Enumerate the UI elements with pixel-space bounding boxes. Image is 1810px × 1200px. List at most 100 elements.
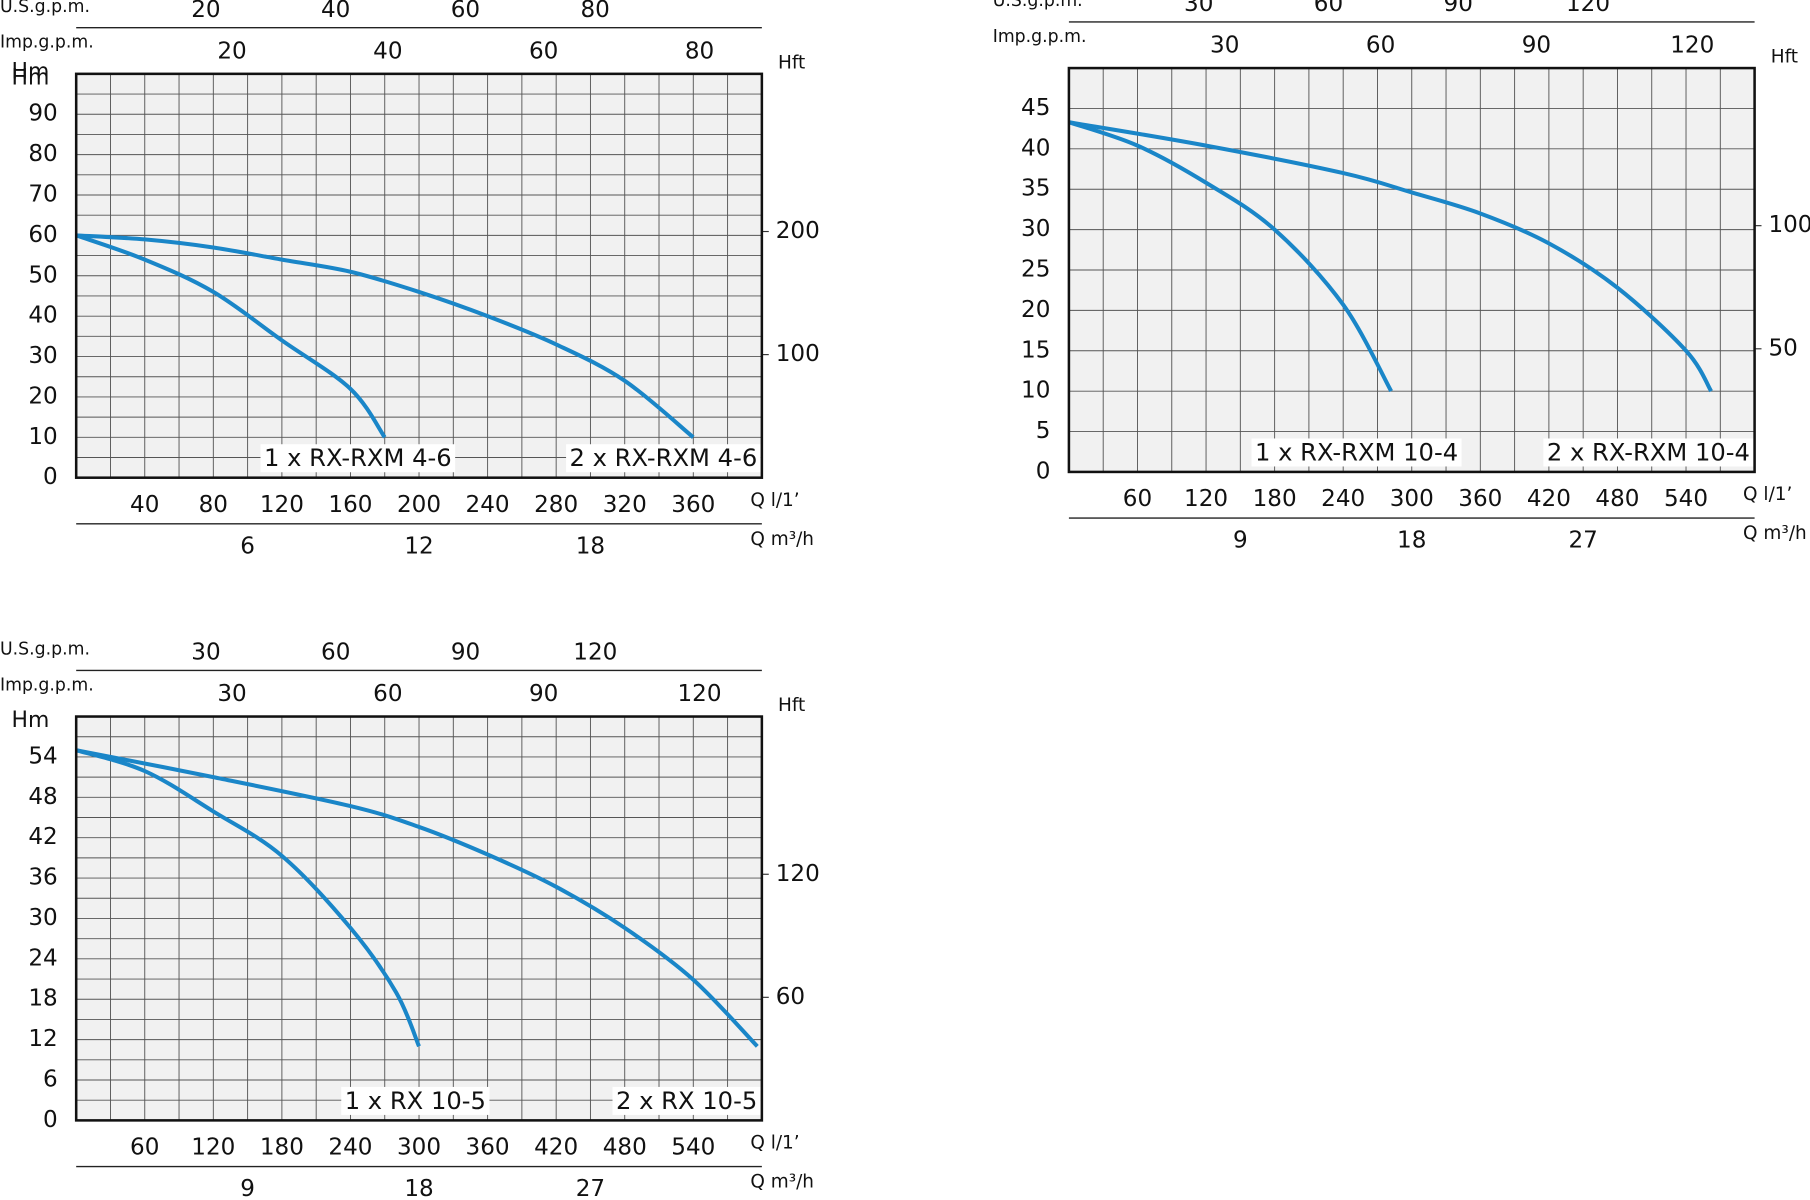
x-tick-label: 420 [534, 1135, 578, 1161]
y-axis-label: Hm [12, 65, 50, 90]
top-tick-label: 30 [1210, 33, 1239, 59]
x-tick-label: 360 [466, 1135, 510, 1161]
y-tick-label: 15 [1021, 337, 1050, 363]
curve-label-bg [612, 1086, 761, 1115]
x-tick-label: 80 [199, 492, 228, 518]
x-tick-label: 360 [1458, 486, 1502, 512]
top-axis-label: Imp.g.p.m. [0, 675, 94, 695]
top-tick-label: 60 [321, 640, 350, 666]
y-tick-label: 90 [28, 101, 57, 127]
y-tick-label: 36 [28, 865, 57, 891]
top-tick-label: 90 [451, 640, 480, 666]
curve [75, 748, 421, 1048]
x-tick-label: 540 [1664, 486, 1708, 512]
x-tick-label: 180 [260, 1135, 304, 1161]
top-axis-label: U.S.g.p.m. [0, 0, 90, 17]
y2-tick-label: 200 [776, 218, 820, 244]
curve-label: 2 x RX-RXM 4-6 [570, 444, 758, 472]
y-tick-label: 24 [28, 945, 57, 971]
x-tick-label: 320 [603, 492, 647, 518]
bottom2-tick-label: 27 [1568, 528, 1597, 554]
x-tick-label: 540 [671, 1135, 715, 1161]
top-axis-label: Imp.g.p.m. [993, 27, 1087, 47]
top-tick-label: 40 [373, 38, 402, 64]
y-tick-label: 70 [28, 182, 57, 208]
curve [75, 748, 759, 1048]
x-tick-label: 120 [260, 492, 304, 518]
y-tick-label: 10 [28, 424, 57, 450]
curve-label-bg [1251, 438, 1462, 467]
y-tick-label: 5 [1036, 418, 1051, 444]
y-tick-label: 30 [28, 343, 57, 369]
x-tick-label: 300 [397, 1135, 441, 1161]
top-tick-label: 80 [580, 0, 609, 23]
x-tick-label: 120 [191, 1135, 235, 1161]
y-tick-label: 12 [28, 1026, 57, 1052]
x-tick-label: 300 [1390, 486, 1434, 512]
curve-label: 1 x RX 10-5 [345, 1087, 486, 1115]
y2-tick-label: 50 [1768, 335, 1797, 361]
x-tick-label: 240 [466, 492, 510, 518]
y-tick-label: 10 [1021, 378, 1050, 404]
x-tick-label: 420 [1527, 486, 1571, 512]
top-tick-label: 60 [451, 0, 480, 23]
curve [76, 233, 695, 439]
curve-label-bg [1543, 438, 1754, 467]
bottom2-axis-label: Q m³/h [750, 1172, 814, 1193]
top-axis-label: U.S.g.p.m. [993, 0, 1083, 11]
x-axis-label: Q l/1’ [1743, 484, 1792, 505]
x-tick-label: 120 [1184, 486, 1228, 512]
x-axis-label: Q l/1’ [750, 490, 799, 511]
bottom2-tick-label: 6 [240, 533, 255, 559]
bottom2-tick-label: 9 [240, 1176, 255, 1200]
curve-label-bg [260, 444, 456, 473]
top-tick-label: 60 [1366, 33, 1395, 59]
y-tick-label: 35 [1021, 176, 1050, 202]
top-tick-label: 20 [191, 0, 220, 23]
top-axis-label: Imp.g.p.m. [0, 33, 94, 53]
y-axis-label: Hm [12, 708, 50, 733]
x-tick-label: 40 [130, 492, 159, 518]
y2-tick-label: 100 [776, 341, 820, 367]
bottom2-tick-label: 12 [404, 533, 433, 559]
top-tick-label: 120 [573, 640, 617, 666]
curve-label: 1 x RX-RXM 4-6 [264, 444, 452, 472]
top-tick-label: 120 [1566, 0, 1610, 17]
y2-axis-label: Hft [778, 52, 805, 73]
y-tick-label: 0 [1036, 458, 1051, 484]
y-tick-label: 48 [28, 784, 57, 810]
x-tick-label: 60 [1123, 486, 1152, 512]
y2-tick-label: 120 [776, 861, 820, 887]
x-tick-label: 240 [1321, 486, 1365, 512]
y-tick-label: 30 [28, 905, 57, 931]
plot-border [74, 72, 764, 479]
bottom2-axis-label: Q m³/h [750, 529, 814, 550]
x-axis-label: Q l/1’ [750, 1132, 799, 1153]
top-tick-label: 80 [685, 38, 714, 64]
y-tick-label: 80 [28, 141, 57, 167]
top-tick-label: 120 [1670, 33, 1714, 59]
top-tick-label: 60 [373, 681, 402, 707]
top-tick-label: 30 [217, 681, 246, 707]
top-tick-label: 120 [677, 681, 721, 707]
top-tick-label: 60 [529, 38, 558, 64]
y-tick-label: 42 [28, 824, 57, 850]
y2-axis-label: Hft [778, 695, 805, 716]
top-tick-label: 40 [321, 0, 350, 23]
top-tick-label: 60 [1314, 0, 1343, 17]
curve [75, 233, 387, 439]
y-tick-label: 40 [1021, 135, 1050, 161]
bottom2-tick-label: 18 [404, 1176, 433, 1200]
x-tick-label: 480 [603, 1135, 647, 1161]
curve-label: 2 x RX-RXM 10-4 [1547, 438, 1750, 466]
y-tick-label: 30 [1021, 216, 1050, 242]
x-tick-label: 480 [1595, 486, 1639, 512]
y-tick-label: 25 [1021, 257, 1050, 283]
x-tick-label: 200 [397, 492, 441, 518]
y-tick-label: 20 [28, 383, 57, 409]
curve-label: 1 x RX-RXM 10-4 [1255, 438, 1458, 466]
y-tick-label: 40 [28, 303, 57, 329]
x-tick-label: 180 [1253, 486, 1297, 512]
